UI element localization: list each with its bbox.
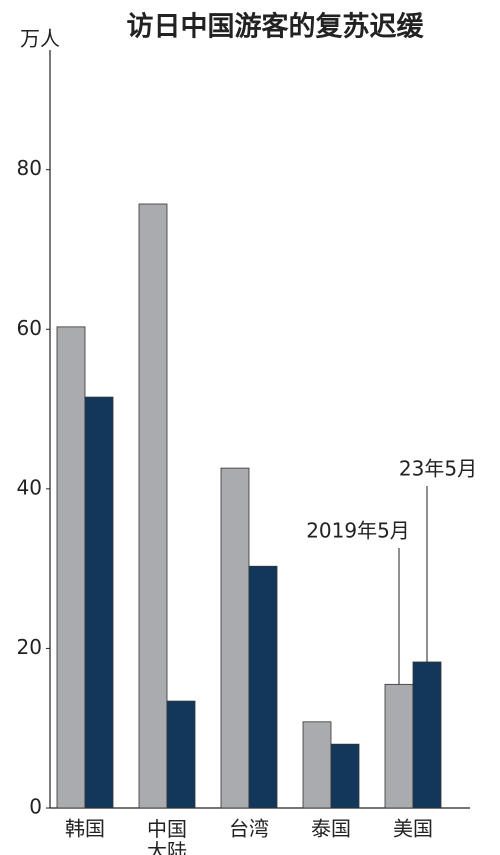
bar [56,326,86,809]
bar [248,565,278,809]
bar [138,203,168,809]
bar [84,396,114,809]
y-tick-label: 60 [17,316,42,340]
y-tick-label: 80 [17,156,42,180]
bar [220,467,250,809]
legend-label: 23年5月 [399,457,477,481]
x-tick-label: 台湾 [229,817,269,841]
y-tick-label: 40 [17,475,42,499]
x-tick-label: 中国大陆 [147,817,187,855]
legend-label: 2019年5月 [306,519,410,543]
x-tick-label: 泰国 [311,817,351,841]
y-axis-label: 万人 [20,27,60,51]
bar [166,700,196,809]
y-tick-label: 0 [29,795,42,819]
chart-title: 访日中国游客的复苏迟缓 [127,11,425,43]
x-tick-label: 美国 [393,817,433,841]
bar [412,661,442,809]
y-tick-label: 20 [17,635,42,659]
bar [302,721,332,809]
x-tick-label: 韩国 [65,817,105,841]
bar [330,743,360,809]
bar [384,683,414,809]
